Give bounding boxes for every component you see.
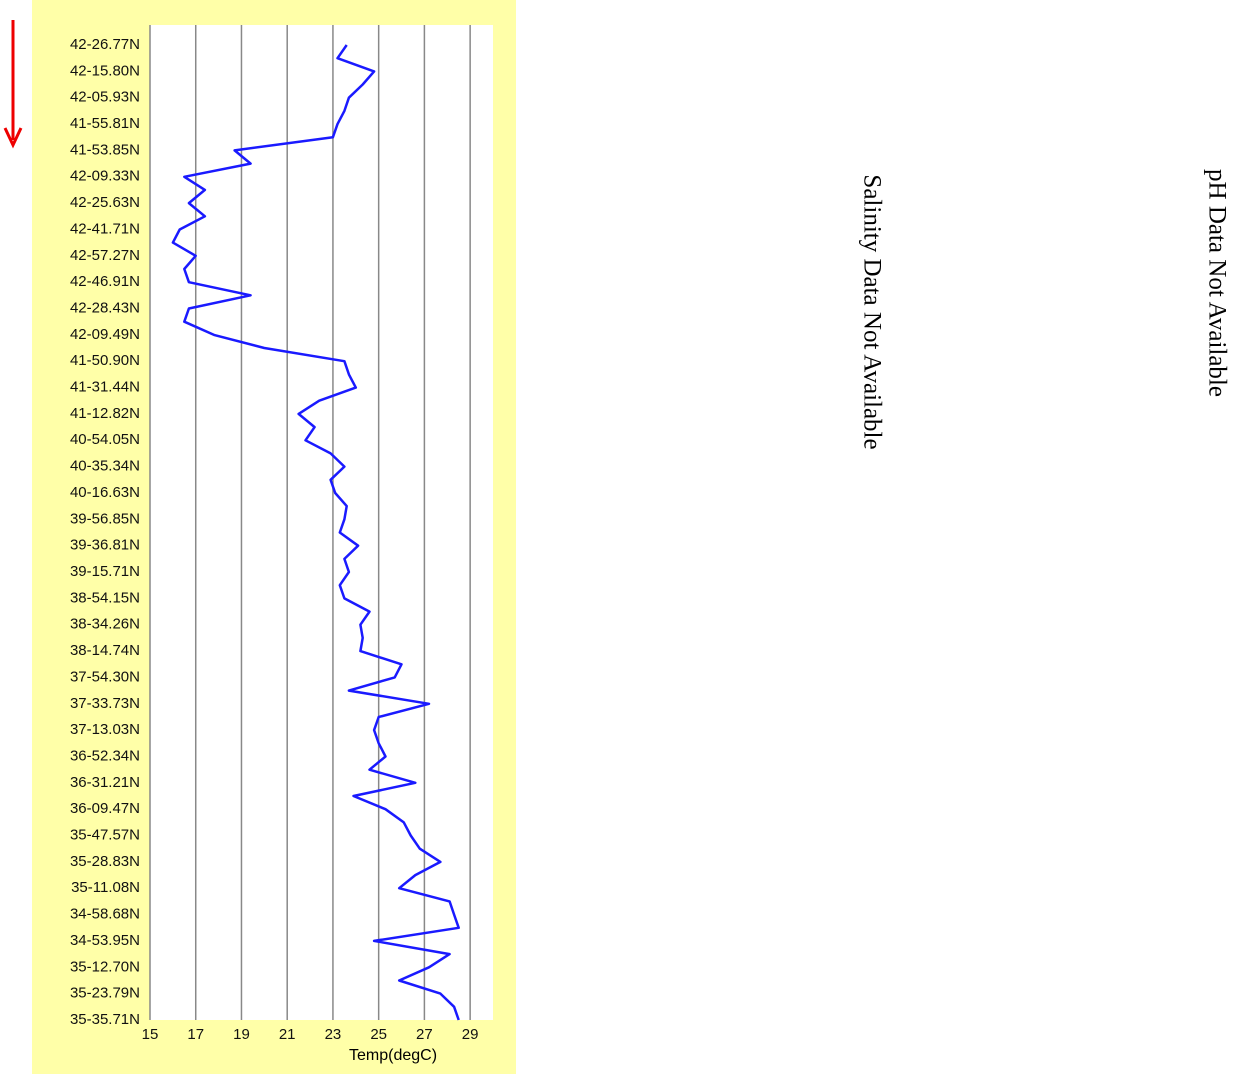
y-tick-label: 36-09.47N [70,800,140,817]
x-tick-label: 27 [416,1026,433,1043]
y-tick-label: 42-09.49N [70,326,140,343]
y-tick-label: 35-35.71N [70,1011,140,1028]
y-tick-label: 39-15.71N [70,563,140,580]
y-tick-label: 42-46.91N [70,273,140,290]
y-tick-label: 41-31.44N [70,379,140,396]
plot-layer: 15 17 19 21 23 25 27 29 42-26.77N 42-15.80N 42-05.… [70,25,479,1043]
y-tick-label: 39-36.81N [70,537,140,554]
x-tick-label: 29 [462,1026,479,1043]
y-tick-label: 35-28.83N [70,853,140,870]
x-tick-label: 19 [233,1026,250,1043]
ph-message: pH Data Not Available [1203,169,1230,397]
x-tick-label: 25 [370,1026,387,1043]
y-tick-label: 42-05.93N [70,89,140,106]
y-tick-label: 41-55.81N [70,115,140,132]
y-tick-label: 40-16.63N [70,484,140,501]
y-tick-label: 34-53.95N [70,932,140,949]
x-tick-label: 23 [325,1026,342,1043]
y-tick-label: 37-54.30N [70,668,140,685]
y-tick-label: 41-12.82N [70,405,140,422]
x-tick-label: 15 [142,1026,159,1043]
y-tick-label: 42-41.71N [70,220,140,237]
y-tick-label: 41-50.90N [70,352,140,369]
y-tick-label: 36-52.34N [70,747,140,764]
y-tick-label: 38-54.15N [70,589,140,606]
y-tick-label: 40-54.05N [70,431,140,448]
y-tick-label: 37-33.73N [70,695,140,712]
salinity-message: Salinity Data Not Available [858,174,885,449]
y-tick-label: 42-57.27N [70,247,140,264]
y-tick-label: 38-34.26N [70,616,140,633]
x-tick-label: 17 [187,1026,204,1043]
y-tick-label: 40-35.34N [70,458,140,475]
y-tick-label: 38-14.74N [70,642,140,659]
y-tick-label: 34-58.68N [70,906,140,923]
y-tick-label: 35-11.08N [71,879,140,896]
y-tick-label: 42-28.43N [70,299,140,316]
y-tick-label: 42-25.63N [70,194,140,211]
y-tick-label: 35-23.79N [70,985,140,1002]
y-tick-label: 35-12.70N [70,958,140,975]
y-tick-label: 42-26.77N [70,36,140,53]
x-axis-title: Temp(degC) [349,1047,437,1064]
y-tick-label: 42-09.33N [70,168,140,185]
y-tick-label: 39-56.85N [70,510,140,527]
y-tick-label: 37-13.03N [70,721,140,738]
temperature-line [171,44,460,1021]
y-tick-label: 35-47.57N [70,827,140,844]
x-tick-label: 21 [279,1026,296,1043]
y-tick-label: 41-53.85N [70,141,140,158]
direction-arrow-head [3,127,23,149]
plot-area [150,25,493,1020]
y-tick-label: 36-31.21N [70,774,140,791]
y-tick-label: 42-15.80N [70,62,140,79]
